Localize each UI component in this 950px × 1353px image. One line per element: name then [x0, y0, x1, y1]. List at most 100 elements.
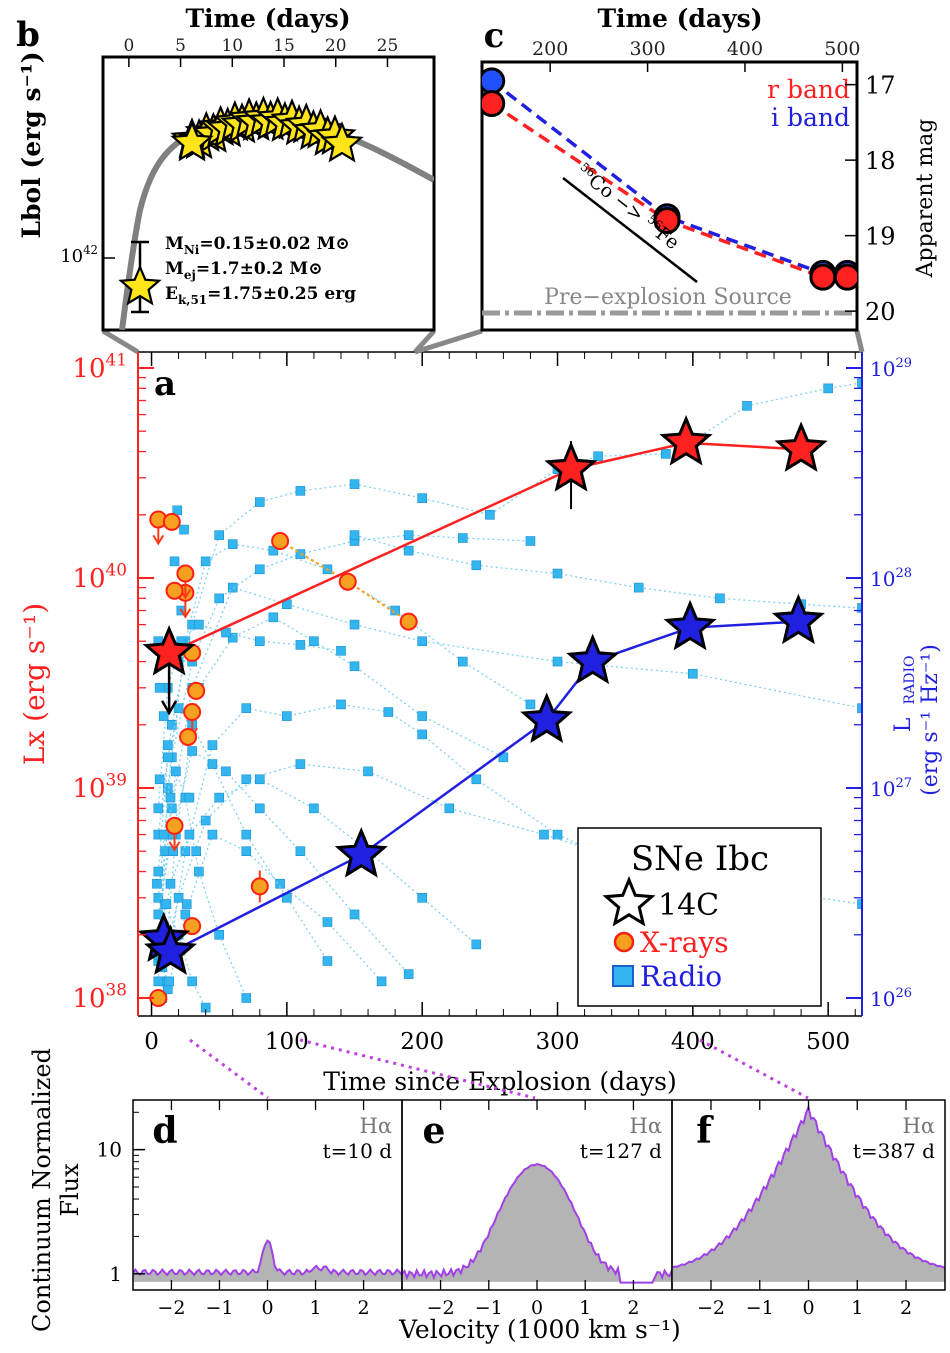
connector-c-right [854, 330, 865, 353]
y-right-label-sub: RADIO [902, 656, 918, 705]
x-tick-label: 0 [144, 1029, 159, 1055]
sample-radio-point [173, 703, 184, 713]
c-r-band-point [482, 90, 506, 118]
spec-x-tick-label: −1 [475, 1297, 503, 1319]
sample-radio-point [403, 969, 414, 979]
panel-letter-d: d [152, 1110, 177, 1152]
b-annotation-value: =1.7±0.2 M [196, 259, 309, 279]
legend-xray-icon [613, 931, 635, 953]
panel-a: 0 100 200 300 400 500 Time since Explosion (da… [18, 349, 943, 1096]
xray-14c-line [168, 441, 802, 655]
sample-radio-point [471, 560, 482, 571]
spec-x-tick-label: 1 [309, 1297, 321, 1319]
radio-14c-star [334, 826, 388, 878]
sample-radio-point [254, 803, 265, 814]
sample-radio-point [153, 866, 164, 877]
spec-x-tick-label: 0 [261, 1297, 273, 1319]
sample-radio-point [254, 636, 265, 647]
c-y-tick-label: 18 [865, 147, 896, 175]
b-x-tick-label: 25 [377, 36, 399, 56]
x-tick-label: 100 [265, 1029, 309, 1055]
y-right-tick-label: 1026 [870, 986, 912, 1011]
spec-line-label: Hα [903, 1114, 936, 1138]
b-x-tick-label: 0 [123, 36, 134, 56]
sample-radio-point [715, 593, 725, 604]
y-right-tick-label-base: 10 [870, 987, 895, 1011]
sample-radio-point [241, 829, 252, 840]
sample-xray-point [176, 564, 195, 583]
y-right-tick-label-base: 10 [870, 777, 895, 801]
sample-radio-point [184, 792, 195, 803]
sample-radio-point [471, 939, 482, 950]
sample-radio-point [227, 539, 238, 549]
sample-xray-point [250, 877, 269, 896]
legend-entry-radio: Radio [640, 960, 722, 993]
y-left-tick-label-exp: 41 [106, 349, 128, 369]
c-x-tick-label: 300 [629, 38, 665, 60]
connector-d [189, 1038, 269, 1100]
spec-x-axis-label: Velocity (1000 km s⁻¹) [398, 1315, 681, 1344]
sample-radio-point [200, 815, 211, 826]
y-right-tick-label: 1027 [870, 776, 912, 801]
x-tick-label: 300 [536, 1029, 580, 1055]
sample-xray-point [183, 703, 202, 722]
connector-c-left [414, 328, 483, 355]
sample-radio-point [162, 683, 173, 693]
sample-radio-point [179, 524, 189, 535]
radio-14c-star [144, 924, 198, 975]
x-tick-label: 200 [400, 1029, 444, 1055]
sample-xray-points [149, 510, 418, 1007]
sample-radio-point [336, 699, 346, 710]
y-right-tick-label-exp: 29 [895, 356, 912, 371]
spec-x-tick-label: 1 [579, 1297, 591, 1319]
c-x-tick-label: 500 [824, 38, 860, 60]
y-left-tick-label-base: 10 [72, 774, 105, 804]
sample-radio-point [857, 703, 862, 713]
sample-radio-point [153, 893, 164, 903]
c-x-tick-label: 200 [532, 38, 568, 60]
y-left-tick-label-base: 10 [72, 564, 105, 594]
sample-radio-point [254, 564, 265, 575]
sample-radio-point [552, 656, 563, 667]
spectrum-panel-f: −2 −1 0 1 2 f Hαt=387 d [671, 1099, 946, 1319]
sample-radio-point [207, 829, 218, 840]
sample-radio-point [349, 909, 360, 920]
sample-xray-point [179, 727, 198, 746]
sample-radio-point [525, 699, 536, 710]
connector-e [299, 1038, 536, 1100]
sample-curve [157, 623, 342, 809]
sample-curve [354, 534, 862, 609]
y-right-tick-label-base: 10 [870, 357, 895, 381]
sample-curve [157, 706, 329, 962]
y-left-label: Lx (erg s⁻¹) [18, 603, 51, 765]
sample-radio-point [180, 909, 191, 920]
sample-radio-point [171, 766, 181, 777]
radio-14c-star [663, 599, 717, 651]
sample-radio-point [181, 899, 192, 909]
sample-radio-point [207, 759, 218, 769]
sample-radio-point [660, 449, 671, 459]
sample-radio-point [309, 636, 319, 647]
sample-radio-point [552, 829, 563, 840]
y-right-label-line2: (erg s⁻¹ Hz⁻¹) [918, 644, 943, 796]
pre-explosion-label: Pre−explosion Source [544, 285, 792, 310]
c-r-band-point [809, 263, 837, 291]
sample-radio-point [376, 976, 387, 987]
spec-time-label: t=127 d [580, 1139, 662, 1163]
b-annotation-base: E [165, 284, 178, 304]
sample-radio-point [194, 866, 204, 877]
sample-radio-point [214, 593, 224, 604]
sample-curve [164, 703, 639, 982]
xray-14c-star [659, 415, 713, 466]
radio-14c-star [566, 633, 620, 685]
spec-x-tick-label: −1 [205, 1297, 233, 1319]
spectrum-panel-e: −2 −1 0 1 2 e Hαt=127 d [401, 1099, 673, 1319]
y-left-tick-label-base: 10 [72, 984, 105, 1014]
sample-radio-point [153, 803, 164, 814]
sample-radio-point [322, 917, 333, 927]
c-legend-i: i band [771, 103, 850, 132]
sample-radio-point [158, 829, 169, 840]
b-annotation-sub: k,51 [178, 293, 207, 307]
sample-xray-point [162, 512, 181, 531]
